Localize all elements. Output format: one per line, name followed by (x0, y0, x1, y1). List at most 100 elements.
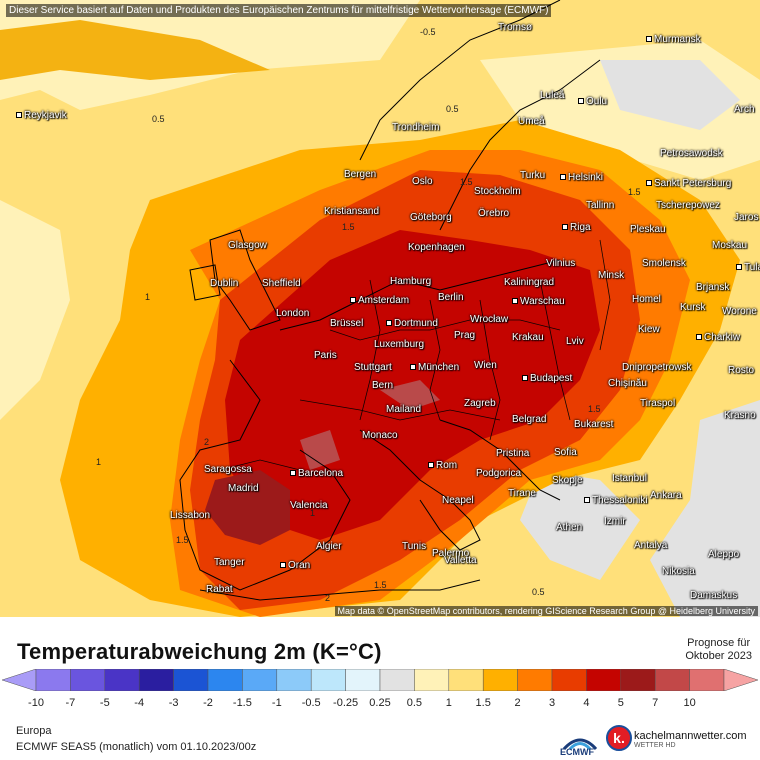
city-label: Paris (314, 350, 337, 361)
city-label: Palermo (432, 548, 470, 559)
scale-tick-label: 0.5 (406, 697, 423, 709)
borders (219, 239, 611, 471)
city-label: Oslo (412, 176, 433, 187)
scale-tick-label: -4 (134, 697, 145, 709)
scale-swatch (654, 669, 690, 691)
field-1-band-north (0, 20, 270, 80)
isoline-label: 1 (310, 508, 316, 518)
city-label: Jaros (734, 212, 759, 223)
city-label: Rom (428, 460, 457, 471)
city-label: Barcelona (290, 468, 343, 479)
scale-tick-label: -3 (168, 697, 179, 709)
city-label: Tula (736, 262, 760, 273)
legend-panel: Temperaturabweichung 2m (K=°C) Prognose … (0, 617, 760, 760)
city-label: Tscherepowez (656, 200, 720, 211)
city-label: Damaskus (690, 590, 738, 601)
scale-swatch (310, 669, 346, 691)
city-label: Bukarest (574, 419, 614, 430)
scale-swatch (345, 669, 381, 691)
city-label: Athen (556, 522, 583, 533)
city-label: Umeå (518, 116, 545, 127)
isoline-label: 2 (325, 593, 331, 603)
forecast-line-1: Prognose für (687, 637, 751, 649)
city-label: Tunis (402, 541, 427, 552)
scale-swatch (620, 669, 656, 691)
scale-swatch (379, 669, 415, 691)
city-label: Trondheim (392, 122, 440, 133)
city-label: Istanbul (612, 473, 648, 484)
isoline-label: 1.5 (460, 177, 473, 187)
isoline-label: 1.5 (628, 187, 641, 197)
scale-swatch (173, 669, 209, 691)
city-label: Chişinău (608, 378, 647, 389)
city-label: Amsterdam (350, 295, 409, 306)
forecast-map: Dieser Service basiert auf Daten und Pro… (0, 0, 760, 617)
scale-swatch (35, 669, 71, 691)
city-label: Tiraspol (640, 398, 676, 409)
isoline-label: 1.5 (342, 222, 355, 232)
isoline-label: 0.5 (152, 114, 165, 124)
city-label: Reykjavik (16, 110, 67, 121)
city-label: Valletta (444, 555, 477, 566)
scale-tick-label: 1 (445, 697, 452, 709)
city-label: Brüssel (330, 318, 364, 329)
city-label: Oulu (578, 96, 607, 107)
scale-tick-label: -5 (99, 697, 110, 709)
city-label: Homel (632, 294, 661, 305)
city-label: Lissabon (170, 510, 211, 521)
city-label: Stuttgart (354, 362, 392, 373)
city-label: Sheffield (262, 278, 301, 289)
city-label: Madrid (228, 483, 259, 494)
city-label: Tanger (214, 557, 245, 568)
field-4-patch-france (300, 430, 340, 470)
isoline-label: 1.5 (374, 580, 387, 590)
isoline-label: 1.5 (588, 404, 601, 414)
city-label: München (410, 362, 459, 373)
city-label: Skopje (552, 475, 583, 486)
isoline-label: 1.5 (176, 535, 189, 545)
scale-tick-label: 4 (583, 697, 590, 709)
city-label: Arch (734, 104, 755, 115)
city-label: Monaco (362, 430, 398, 441)
city-label: Neapel (442, 495, 474, 506)
scale-swatch (207, 669, 243, 691)
color-scale-ticks: -10 -7 -5 -4 -3 -2 -1.5 -1 -0.5 -0.25 0.25 0.5 1 1.5 2… (0, 697, 760, 711)
city-label: Tallinn (586, 200, 615, 211)
field-0-25-patch (600, 60, 740, 130)
city-label: Sankt Petersburg (646, 178, 731, 189)
field-near-zero-east (650, 400, 760, 617)
isoline-label: -0.5 (420, 27, 436, 37)
scale-max-arrow (723, 669, 758, 691)
isoline-label: 1 (145, 292, 151, 302)
scale-swatch (414, 669, 450, 691)
scale-tick-label: -10 (28, 697, 44, 709)
city-label: Riga (562, 222, 591, 233)
scale-tick-label: -2 (203, 697, 213, 709)
city-label: Kaliningrad (504, 277, 555, 288)
city-label: Wrocław (470, 314, 509, 325)
city-label: Rosto (728, 365, 755, 376)
city-label: Zagreb (464, 398, 496, 409)
city-label: Brjansk (696, 282, 730, 293)
city-label: Rabat (206, 584, 233, 595)
city-label: Petrosawodsk (660, 148, 723, 159)
city-label: Nikosia (662, 566, 695, 577)
scale-swatch (276, 669, 312, 691)
scale-tick-label: 2 (514, 697, 521, 709)
city-label: Pristina (496, 448, 530, 459)
scale-tick-label: -0.25 (333, 697, 359, 709)
city-label: Prag (454, 330, 476, 341)
scale-tick-label: 7 (652, 697, 659, 709)
region-label: Europa (16, 725, 52, 737)
scale-swatch (517, 669, 553, 691)
city-label: Bern (372, 380, 394, 391)
city-label: Turku (520, 170, 546, 181)
city-label: Sofia (554, 447, 577, 458)
city-label: Izmir (604, 516, 626, 527)
scale-swatch (70, 669, 106, 691)
city-label: London (276, 308, 310, 319)
ecmwf-banner: Dieser Service basiert auf Daten und Pro… (6, 4, 552, 17)
isoline-label: 0.5 (532, 587, 545, 597)
forecast-line-2: Oktober 2023 (685, 650, 752, 662)
model-run-label: ECMWF SEAS5 (monatlich) vom 01.10.2023/0… (16, 741, 257, 753)
